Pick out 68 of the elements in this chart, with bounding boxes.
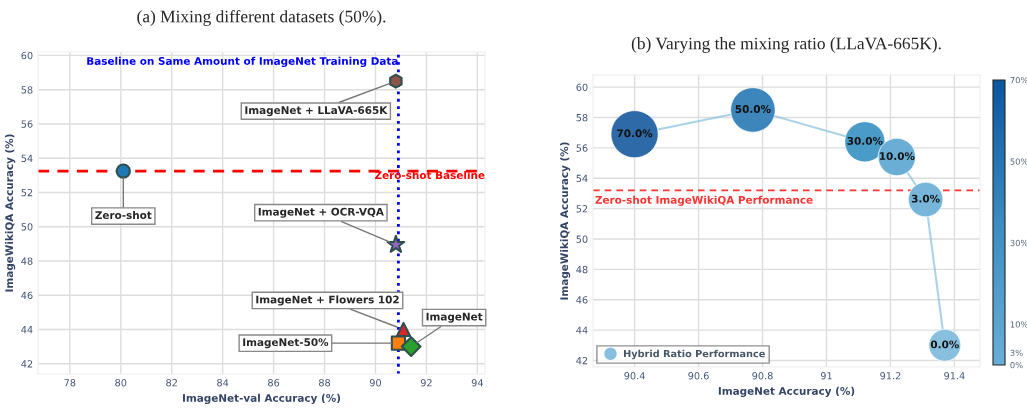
y-tick-label: 56: [21, 120, 33, 128]
annotation: ImageNet-50%: [243, 338, 329, 349]
x-tick-label: 90.6: [688, 372, 709, 380]
y-tick-label: 44: [576, 326, 588, 334]
annotation: ImageNet + OCR-VQA: [258, 207, 384, 218]
ref-line-label: Zero-shot ImageWikiQA Performance: [595, 195, 813, 206]
point: [389, 73, 403, 89]
y-tick-label: 52: [21, 188, 33, 197]
x-tick-label: 78: [64, 379, 76, 387]
color-bar-label: 10%: [1010, 321, 1027, 328]
annotation: 0.0%: [930, 340, 959, 349]
annotation: 50.0%: [735, 105, 771, 113]
y-tick-label: 42: [21, 360, 33, 368]
point: [115, 163, 131, 179]
x-tick-label: 91.4: [944, 372, 965, 380]
x-tick-label: 91: [820, 372, 832, 380]
y-tick-label: 58: [21, 86, 33, 94]
x-tick-label: 94: [471, 379, 483, 387]
chart-title: (a) Mixing different datasets (50%).: [137, 10, 386, 26]
annotation: 10.0%: [879, 152, 915, 161]
y-tick-label: 44: [21, 326, 33, 334]
y-tick-label: 48: [21, 257, 33, 265]
y-tick-label: 54: [576, 174, 588, 183]
x-tick-label: 91.2: [880, 372, 901, 380]
annotation: Zero-shot: [95, 211, 152, 220]
y-tick-label: 42: [576, 356, 588, 365]
x-tick-label: 90.4: [624, 372, 645, 380]
y-tick-label: 58: [576, 113, 588, 122]
annotation: ImageNet: [426, 312, 483, 323]
y-tick-label: 60: [21, 51, 33, 60]
annotation: 30.0%: [847, 136, 883, 145]
ref-line-label: Baseline on Same Amount of ImageNet Training Data: [87, 56, 398, 67]
y-tick-label: 60: [576, 83, 588, 91]
x-tick-label: 80: [115, 379, 127, 387]
point: [400, 336, 422, 357]
annotation: ImageNet + LLaVA-665K: [245, 106, 388, 117]
y-tick-label: 52: [576, 205, 588, 213]
y-tick-label: 48: [576, 265, 588, 274]
color-bar-label: 3%: [1010, 349, 1023, 357]
x-tick-label: 86: [268, 379, 280, 387]
y-tick-label: 46: [21, 291, 33, 300]
chart-title: (b) Varying the mixing ratio (LLaVA-665K).: [631, 37, 941, 53]
x-tick-label: 88: [319, 379, 331, 387]
y-axis-title: ImageWikiQA Accuracy (%): [5, 134, 16, 292]
legend-label: Hybrid Ratio Performance: [624, 349, 765, 360]
y-axis-title: ImageWikiQA Accuracy (%): [560, 142, 571, 300]
point: [395, 321, 412, 338]
y-tick-label: 54: [21, 154, 33, 163]
color-bar-label: 70%: [1010, 76, 1027, 84]
point: [386, 234, 406, 253]
y-tick-label: 46: [576, 296, 588, 304]
y-tick-label: 50: [21, 223, 33, 231]
color-bar-label: 50%: [1010, 158, 1027, 165]
annotation: ImageNet + Flowers 102: [256, 295, 399, 306]
x-axis-title: ImageNet Accuracy (%): [718, 386, 855, 397]
x-tick-label: 90: [369, 379, 382, 387]
x-tick-label: 92: [420, 379, 432, 387]
x-axis-title: ImageNet-val Accuracy (%): [182, 393, 341, 404]
x-tick-label: 82: [166, 379, 177, 387]
ref-line-label: Zero-shot Baseline: [375, 171, 485, 180]
annotation: 70.0%: [617, 129, 653, 138]
y-tick-label: 50: [576, 235, 588, 243]
annotation: 3.0%: [911, 194, 940, 203]
x-tick-label: 90.8: [752, 372, 773, 380]
y-tick-label: 56: [576, 144, 588, 152]
x-tick-label: 84: [217, 379, 229, 387]
color-bar-label: 0%: [1010, 361, 1023, 369]
color-bar-label: 30%: [1010, 239, 1027, 247]
